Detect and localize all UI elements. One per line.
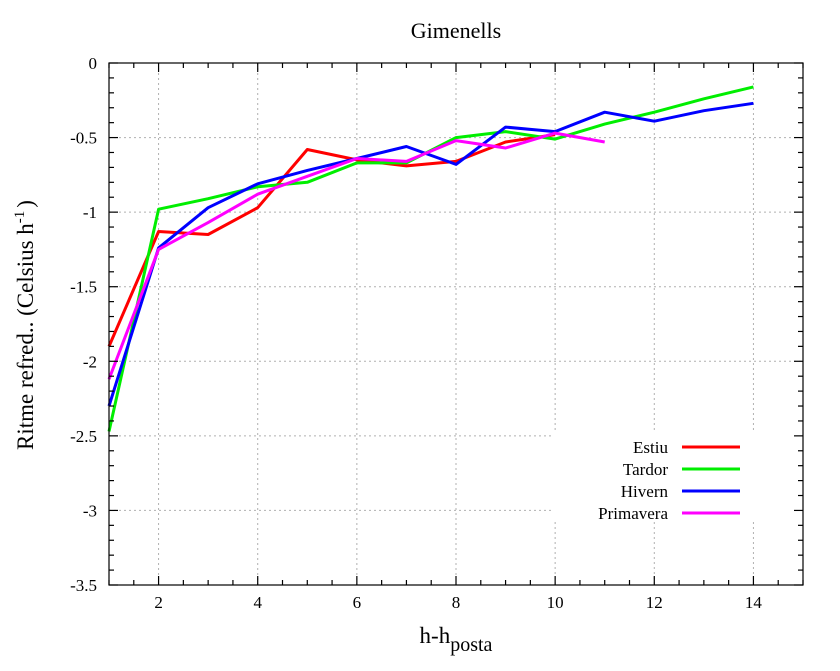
x-tick-label: 2 [154,593,163,612]
x-tick-label: 14 [745,593,763,612]
legend-label-tardor: Tardor [623,460,668,479]
legend-label-hivern: Hivern [621,482,669,501]
legend-label-primavera: Primavera [598,504,668,523]
x-axis-label: h-hposta [420,623,493,656]
x-axis-label-sub: posta [450,634,492,656]
x-tick-label: 10 [547,593,564,612]
x-tick-label: 6 [353,593,362,612]
x-tick-label: 4 [253,593,262,612]
y-axis-label: Ritme refred.. (Celsius h-1) [12,200,38,450]
chart-title: Gimenells [411,18,501,43]
y-tick-label: -2.5 [70,427,97,446]
axis-ticks [108,62,804,586]
x-axis-label-main: h-h [420,623,451,648]
y-tick-label: -2 [83,352,97,371]
x-tick-label: 8 [452,593,461,612]
y-axis-label-sup: -1 [12,211,28,224]
legend-label-estiu: Estiu [633,438,668,457]
series-line-hivern [107,101,754,407]
legend: Estiu Tardor Hivern Primavera [598,438,740,523]
y-axis-label-close: ) [13,200,38,208]
y-tick-label: -1.5 [70,278,97,297]
series-lines [107,85,754,432]
y-tick-label: -3 [83,501,97,520]
y-tick-label: -0.5 [70,129,97,148]
x-tick-label: 12 [646,593,663,612]
y-tick-label: -1 [83,203,97,222]
series-line-primavera [107,131,605,380]
tick-labels: 2 4 6 8 10 12 14 0 -0.5 -1 -1.5 -2 -2.5 -3 -3.5 [70,54,762,612]
y-tick-label: -3.5 [70,576,97,595]
y-axis-label-main: Ritme refred.. (Celsius h [13,223,38,450]
series-line-tardor [107,85,754,432]
y-tick-label: 0 [89,54,98,73]
series-line-estiu [107,133,556,347]
